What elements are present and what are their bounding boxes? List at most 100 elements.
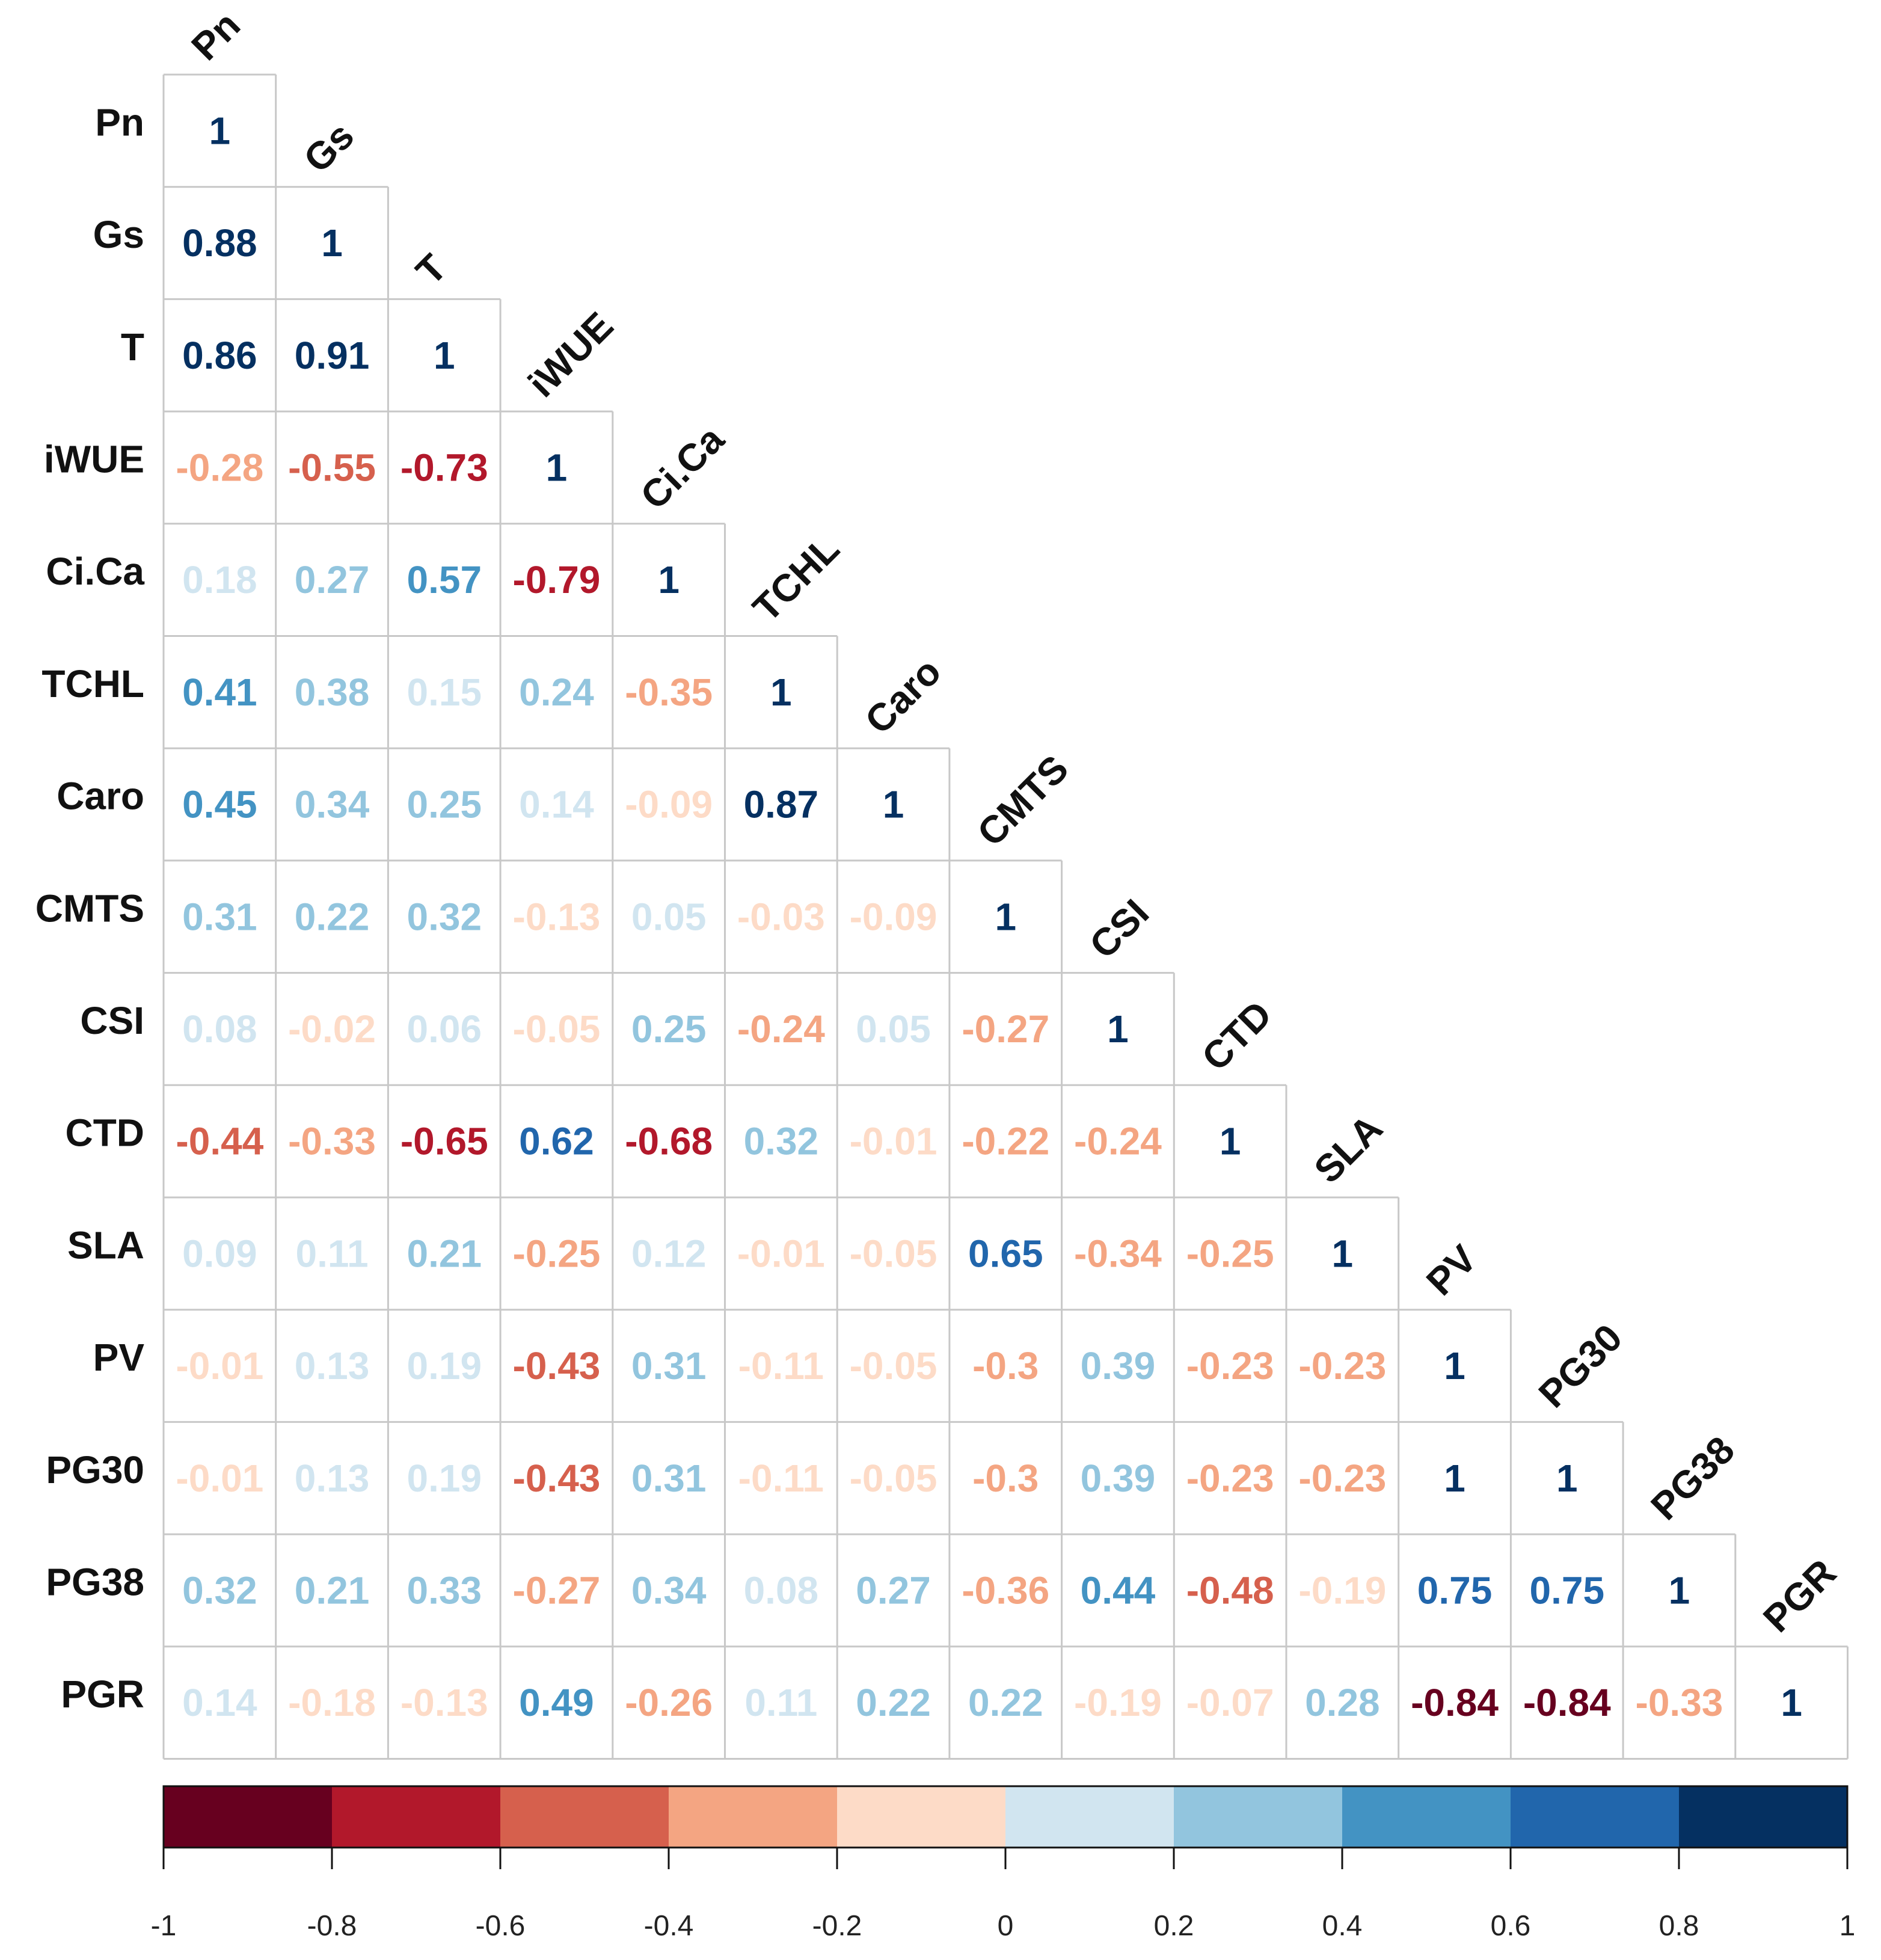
corr-cell-Caro-iWUE: 0.14 <box>519 783 594 826</box>
corr-cell-PV-TCHL: -0.11 <box>738 1344 824 1387</box>
corr-cell-CSI-Pn: 0.08 <box>182 1007 257 1051</box>
corr-cell-CTD-iWUE: 0.62 <box>519 1120 594 1163</box>
row-label-Gs: Gs <box>93 213 144 256</box>
corr-cell-PGR-Pn: 0.14 <box>182 1681 257 1724</box>
col-label-CMTS: CMTS <box>969 747 1076 855</box>
corr-cell-CTD-Caro: -0.01 <box>850 1120 937 1163</box>
col-label-TCHL: TCHL <box>744 527 848 630</box>
corr-cell-SLA-T: 0.21 <box>407 1232 482 1275</box>
corr-cell-PG38-PG30: 0.75 <box>1529 1568 1604 1612</box>
corr-cell-iWUE-T: -0.73 <box>400 446 488 489</box>
row-label-Caro: Caro <box>57 775 144 818</box>
corr-cell-PGR-T: -0.13 <box>400 1681 488 1724</box>
row-label-CMTS: CMTS <box>35 886 144 930</box>
colorbar-bin <box>669 1786 838 1848</box>
corr-cell-CTD-CMTS: -0.22 <box>962 1120 1049 1163</box>
corr-cell-iWUE-Gs: -0.55 <box>288 446 376 489</box>
corr-cell-PG38-SLA: -0.19 <box>1298 1568 1386 1612</box>
corr-cell-TCHL-iWUE: 0.24 <box>519 671 594 714</box>
grid-layer <box>162 73 1849 1760</box>
corr-cell-PV-T: 0.19 <box>407 1344 482 1387</box>
colorbar-bin <box>332 1786 501 1848</box>
colorbar-tick-label: 0.4 <box>1322 1910 1363 1942</box>
corr-cell-PG30-Pn: -0.01 <box>176 1457 263 1500</box>
corr-cell-CTD-CTD: 1 <box>1220 1120 1241 1163</box>
corr-cell-TCHL-Pn: 0.41 <box>182 671 257 714</box>
corr-cell-PGR-Gs: -0.18 <box>288 1681 376 1724</box>
corr-cell-CSI-TCHL: -0.24 <box>737 1007 825 1051</box>
corr-cell-Caro-T: 0.25 <box>407 783 482 826</box>
corr-cell-PGR-CMTS: 0.22 <box>968 1681 1043 1724</box>
corr-cell-Caro-Ci.Ca: -0.09 <box>625 783 713 826</box>
corr-cell-CMTS-TCHL: -0.03 <box>737 895 825 938</box>
corr-cell-CTD-TCHL: 0.32 <box>744 1120 819 1163</box>
corr-cell-SLA-Caro: -0.05 <box>850 1232 937 1275</box>
colorbar-tick-label: -0.4 <box>644 1910 694 1942</box>
colorbar-bin <box>1174 1786 1343 1848</box>
corr-cell-PG38-TCHL: 0.08 <box>744 1568 819 1612</box>
corr-cell-PG30-TCHL: -0.11 <box>738 1457 824 1500</box>
corr-cell-CTD-Pn: -0.44 <box>176 1120 263 1163</box>
corr-cell-Pn-Pn: 1 <box>209 109 231 152</box>
corr-cell-PV-CMTS: -0.3 <box>972 1344 1039 1387</box>
corr-cell-SLA-Gs: 0.11 <box>296 1232 369 1275</box>
corr-cell-CMTS-CMTS: 1 <box>995 895 1016 938</box>
corr-cell-PV-Caro: -0.05 <box>850 1344 937 1387</box>
row-label-PG38: PG38 <box>46 1560 144 1603</box>
corr-cell-PG38-Gs: 0.21 <box>295 1568 370 1612</box>
corr-cell-Ci.Ca-T: 0.57 <box>407 558 482 601</box>
corr-cell-PG30-Caro: -0.05 <box>850 1457 937 1500</box>
corr-cell-Ci.Ca-iWUE: -0.79 <box>513 558 601 601</box>
corr-cell-PG30-Gs: 0.13 <box>295 1457 370 1500</box>
col-label-CTD: CTD <box>1194 992 1280 1079</box>
col-label-Gs: Gs <box>295 114 362 180</box>
corr-cell-TCHL-TCHL: 1 <box>770 671 792 714</box>
corr-cell-Ci.Ca-Ci.Ca: 1 <box>658 558 680 601</box>
corr-cell-PG38-CMTS: -0.36 <box>962 1568 1049 1612</box>
corr-cell-iWUE-Pn: -0.28 <box>176 446 263 489</box>
corr-cell-CSI-iWUE: -0.05 <box>513 1007 601 1051</box>
corr-cell-CSI-Ci.Ca: 0.25 <box>631 1007 707 1051</box>
col-label-PGR: PGR <box>1755 1551 1844 1641</box>
col-label-iWUE: iWUE <box>520 304 621 405</box>
corr-cell-PV-CSI: 0.39 <box>1081 1344 1156 1387</box>
colorbar-tick-label: -0.6 <box>476 1910 526 1942</box>
corr-cell-CMTS-Caro: -0.09 <box>850 895 937 938</box>
corr-cell-CSI-Gs: -0.02 <box>288 1007 376 1051</box>
corr-cell-PV-Ci.Ca: 0.31 <box>631 1344 707 1387</box>
corr-cell-SLA-CMTS: 0.65 <box>968 1232 1043 1275</box>
corr-cell-CTD-T: -0.65 <box>400 1120 488 1163</box>
corr-cell-TCHL-Gs: 0.38 <box>295 671 370 714</box>
corr-cell-PG30-PG30: 1 <box>1556 1457 1578 1500</box>
corr-cell-PG30-CMTS: -0.3 <box>972 1457 1039 1500</box>
corr-cell-PG30-PV: 1 <box>1444 1457 1465 1500</box>
row-label-PG30: PG30 <box>46 1448 144 1492</box>
corr-cell-PG30-SLA: -0.23 <box>1298 1457 1386 1500</box>
corr-cell-PG38-iWUE: -0.27 <box>513 1568 601 1612</box>
row-label-CTD: CTD <box>65 1111 144 1155</box>
corr-cell-PGR-PG38: -0.33 <box>1636 1681 1723 1724</box>
corr-cell-PG30-iWUE: -0.43 <box>513 1457 601 1500</box>
corr-cell-CTD-CSI: -0.24 <box>1074 1120 1162 1163</box>
corr-cell-PV-Pn: -0.01 <box>176 1344 263 1387</box>
corr-cell-SLA-Ci.Ca: 0.12 <box>631 1232 707 1275</box>
corr-cell-SLA-CTD: -0.25 <box>1186 1232 1274 1275</box>
cells-layer: 1 0.88 1 0.86 0.91 1 -0.28 -0.55 -0.73 1 0.18 0.27 0… <box>176 109 1802 1724</box>
colorbar-bin <box>164 1786 333 1848</box>
corr-cell-CMTS-Gs: 0.22 <box>295 895 370 938</box>
corr-cell-Caro-Gs: 0.34 <box>295 783 370 826</box>
corr-cell-PGR-PV: -0.84 <box>1411 1681 1499 1724</box>
corr-cell-SLA-Pn: 0.09 <box>182 1232 257 1275</box>
col-label-Ci.Ca: Ci.Ca <box>632 417 732 518</box>
corr-cell-iWUE-iWUE: 1 <box>546 446 568 489</box>
corr-cell-SLA-CSI: -0.34 <box>1074 1232 1162 1275</box>
corr-cell-CSI-CMTS: -0.27 <box>962 1007 1049 1051</box>
corr-cell-SLA-iWUE: -0.25 <box>513 1232 601 1275</box>
colorbar-tick-label: 0.6 <box>1491 1910 1531 1942</box>
col-label-Caro: Caro <box>857 650 950 742</box>
corr-cell-PV-PV: 1 <box>1444 1344 1465 1387</box>
corr-cell-PV-SLA: -0.23 <box>1298 1344 1386 1387</box>
row-label-PGR: PGR <box>61 1673 144 1716</box>
corr-cell-PG38-Pn: 0.32 <box>182 1568 257 1612</box>
colorbar-tick-label: -1 <box>151 1910 177 1942</box>
